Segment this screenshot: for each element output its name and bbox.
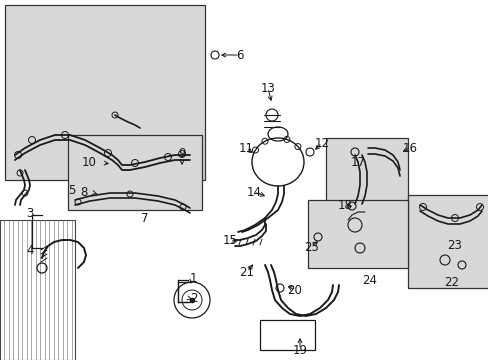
Bar [260,320,314,350]
Text: 14: 14 [246,185,261,198]
Text: 10: 10 [82,156,97,168]
Text: 12: 12 [314,136,329,149]
Text: 5: 5 [68,184,76,197]
Bar [307,200,407,268]
Bar [5,5,204,180]
Bar [68,135,202,210]
Text: 18: 18 [337,198,352,212]
Text: 2: 2 [190,292,197,305]
Text: 11: 11 [238,141,253,154]
Text: 16: 16 [402,141,417,154]
Bar [325,138,407,242]
Bar [407,195,488,288]
Text: 3: 3 [26,207,34,220]
Text: 19: 19 [292,343,307,356]
Text: 17: 17 [350,156,365,168]
Text: 6: 6 [236,49,243,62]
Text: 22: 22 [444,276,459,289]
Text: 15: 15 [222,234,237,247]
Text: 8: 8 [81,185,88,198]
Text: 20: 20 [287,284,302,297]
Text: 7: 7 [141,212,148,225]
Text: 4: 4 [26,243,34,257]
Text: 23: 23 [447,239,462,252]
Text: 24: 24 [362,274,377,287]
Text: 1: 1 [190,271,197,284]
Text: 21: 21 [239,266,254,279]
Text: 25: 25 [304,240,319,253]
Bar [0,220,75,360]
Text: 9: 9 [178,147,185,159]
Text: 13: 13 [260,81,275,95]
